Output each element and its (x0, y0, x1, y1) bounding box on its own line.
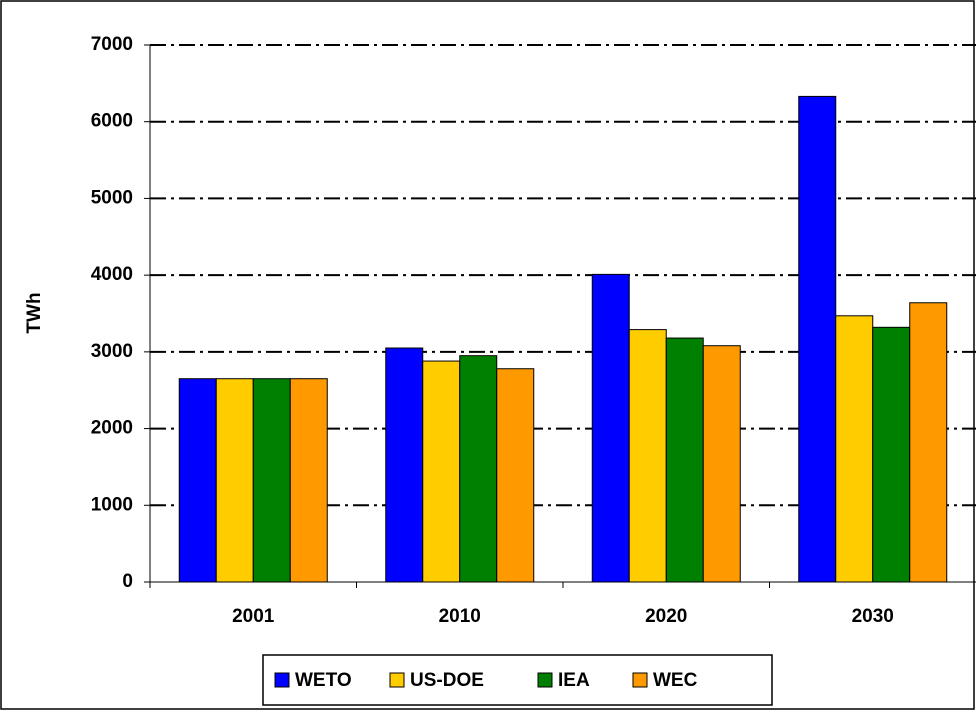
bar (178, 378, 217, 583)
y-tick-label: 4000 (91, 264, 133, 285)
legend-label: WEC (653, 670, 698, 691)
legend-swatch (274, 672, 290, 688)
bar (496, 368, 535, 583)
bar (385, 347, 424, 583)
x-tick-label: 2010 (439, 606, 481, 627)
x-tick-label: 2030 (852, 606, 894, 627)
legend-swatch (389, 672, 405, 688)
y-tick-label: 6000 (91, 111, 133, 132)
bar (665, 337, 704, 583)
bar (459, 355, 498, 583)
y-tick-label: 5000 (91, 187, 133, 208)
bar (252, 378, 291, 583)
legend-label: WETO (295, 670, 352, 691)
legend-label: US-DOE (410, 670, 484, 691)
bar (289, 378, 328, 583)
bar (872, 326, 911, 583)
y-tick-label: 2000 (91, 418, 133, 439)
legend-box (262, 654, 773, 706)
x-tick-label: 2001 (232, 606, 275, 627)
bar (702, 345, 741, 583)
legend-swatch (537, 672, 553, 688)
y-tick-label: 7000 (91, 34, 133, 55)
bar (835, 315, 874, 583)
y-tick-label: 1000 (91, 494, 133, 515)
y-tick-label: 3000 (91, 341, 133, 362)
legend-label: IEA (558, 670, 590, 691)
y-axis-label: TWh (24, 292, 45, 333)
x-tick-label: 2020 (645, 606, 687, 627)
y-tick-label: 0 (122, 571, 133, 592)
bar (628, 329, 667, 583)
bar (215, 378, 254, 583)
bar (798, 95, 837, 583)
legend-swatch (632, 672, 648, 688)
bar (591, 273, 630, 583)
bar (909, 302, 948, 583)
bar (422, 360, 461, 583)
